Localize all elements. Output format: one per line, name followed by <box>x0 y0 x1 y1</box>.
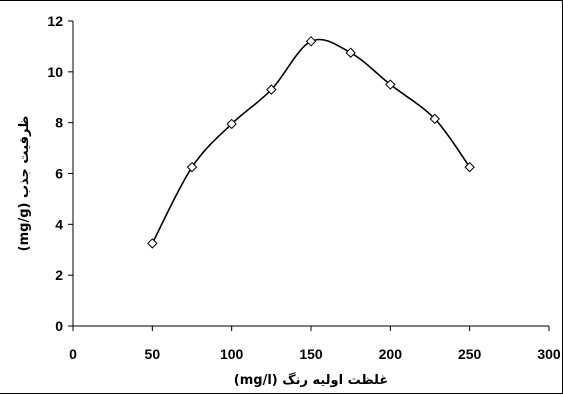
y-tick-label: 4 <box>55 216 63 232</box>
tick-labels: 0 2 4 6 8 10 12 0 50 100 150 200 250 300 <box>47 13 560 362</box>
x-tick-label: 150 <box>299 346 323 362</box>
data-point-marker <box>226 118 237 130</box>
x-tick-label: 50 <box>145 346 161 362</box>
data-point-marker <box>385 79 396 90</box>
series-group <box>147 36 475 249</box>
x-tick-label: 200 <box>379 346 403 362</box>
y-tick-label: 10 <box>47 64 63 80</box>
y-tick-label: 0 <box>55 318 63 334</box>
data-point-marker <box>464 161 475 173</box>
x-tick-label: 100 <box>220 346 244 362</box>
x-tick-label: 300 <box>537 346 561 362</box>
x-axis-title: غلظت اولیه رنگ (mg/l) <box>234 372 388 388</box>
data-point-marker <box>147 238 158 249</box>
data-point-marker <box>345 47 356 58</box>
x-tick-label: 0 <box>69 346 77 362</box>
axes <box>72 21 549 327</box>
data-point-marker <box>266 84 277 95</box>
x-tick-label: 250 <box>458 346 482 362</box>
y-tick-label: 2 <box>55 267 63 283</box>
tick-marks <box>68 20 550 331</box>
y-tick-label: 8 <box>55 115 63 131</box>
y-axis-title: ظرفیت جذب (mg/g) <box>17 116 32 252</box>
data-point-marker <box>186 161 198 173</box>
y-tick-label: 6 <box>55 166 63 182</box>
data-point-marker <box>305 36 317 47</box>
y-tick-label: 12 <box>47 13 63 29</box>
series-line <box>151 38 471 244</box>
data-point-marker <box>429 113 440 125</box>
